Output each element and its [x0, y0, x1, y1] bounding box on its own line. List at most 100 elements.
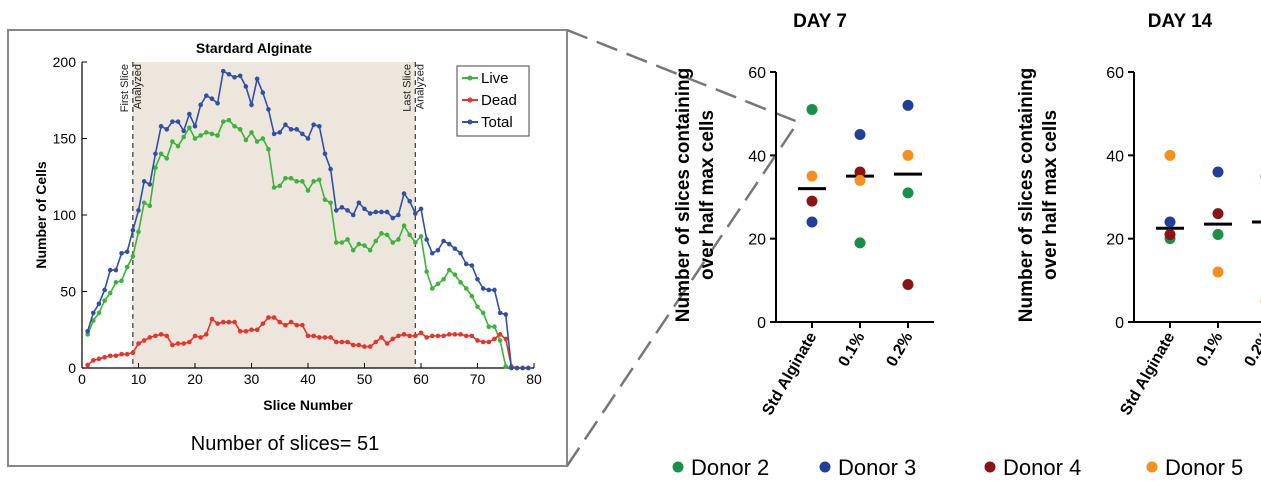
data-point-donor4	[806, 195, 818, 207]
day14-chart: DAY 14 0 20 40 60 Std Alginate 0.1% 0.2% Number…	[1016, 11, 1261, 418]
data-point-live	[475, 304, 480, 310]
data-point-total	[232, 75, 237, 80]
data-point-total	[452, 246, 458, 251]
x-tick-label: 0.2%	[1242, 330, 1261, 370]
legend-marker	[467, 119, 473, 125]
data-point-total	[220, 68, 226, 74]
data-point-donor4	[1212, 208, 1224, 220]
data-point-total	[379, 209, 384, 215]
data-point-live	[322, 197, 328, 202]
data-point-total	[520, 365, 525, 371]
data-point-live	[170, 139, 175, 144]
data-point-dead	[209, 316, 215, 322]
data-point-dead	[243, 328, 249, 334]
data-point-total	[283, 122, 288, 128]
x-tick-label: Std Alginate	[1117, 329, 1178, 418]
x-tick-label: 30	[244, 371, 260, 387]
data-point-total	[401, 191, 407, 196]
data-point-dead	[113, 353, 119, 359]
legend-donor5-label: Donor 5	[1165, 455, 1243, 480]
data-point-live	[362, 243, 367, 248]
data-point-live	[175, 143, 181, 149]
y-tick-label: 20	[1106, 232, 1124, 249]
data-point-live	[204, 130, 209, 135]
data-point-dead	[384, 341, 390, 346]
data-point-total	[373, 209, 379, 215]
x-tick-label: 20	[187, 371, 203, 387]
data-point-donor2	[902, 187, 914, 199]
data-point-live	[136, 229, 141, 235]
data-point-dead	[85, 362, 90, 368]
x-tick-label: 0.2%	[884, 330, 917, 370]
data-point-live	[107, 290, 113, 296]
x-tick-label: Std Alginate	[759, 329, 820, 418]
data-point-total	[390, 215, 396, 221]
data-point-live	[396, 237, 401, 242]
data-point-dead	[187, 339, 192, 345]
legend-donor4-marker	[984, 461, 996, 473]
data-point-live	[283, 175, 288, 181]
data-point-donor4	[902, 279, 914, 290]
y-tick-label: 40	[1106, 148, 1124, 165]
data-point-donor4	[854, 166, 866, 178]
y-axis-label: over half max cells	[1040, 110, 1061, 280]
data-point-live	[356, 241, 362, 247]
data-point-total	[215, 101, 220, 106]
y-tick-label: 150	[53, 131, 77, 147]
data-point-dead	[232, 319, 237, 325]
data-point-dead	[339, 339, 345, 345]
data-point-live	[271, 185, 277, 190]
day7-chart: DAY 7 0 20 40 60 Std Alginate 0.1% 0.2% Number …	[673, 11, 934, 418]
data-point-total	[96, 301, 102, 307]
data-point-live	[503, 364, 509, 369]
data-point-dead	[430, 333, 435, 339]
data-point-live	[407, 232, 413, 238]
data-point-donor5	[1212, 266, 1224, 278]
data-point-total	[486, 287, 492, 293]
data-point-live	[192, 136, 198, 141]
data-point-dead	[198, 335, 203, 340]
x-tick-label: 80	[526, 371, 542, 387]
data-point-total	[367, 211, 373, 216]
data-point-dead	[345, 339, 350, 345]
data-point-live	[435, 281, 441, 287]
data-point-live	[187, 125, 192, 131]
data-point-dead	[136, 341, 141, 346]
data-point-donor3	[902, 99, 914, 111]
data-point-total	[345, 208, 350, 213]
legend-donor5-marker	[1146, 461, 1158, 473]
data-point-dead	[407, 333, 413, 339]
data-point-dead	[288, 319, 294, 325]
data-point-live	[294, 179, 300, 184]
donor-legend: Donor 2 Donor 3 Donor 4 Donor 5	[672, 455, 1243, 480]
analyzed-region	[132, 62, 416, 368]
data-point-live	[339, 240, 345, 245]
legend-donor3-marker	[819, 461, 831, 473]
y-tick-label: 0	[757, 315, 766, 332]
data-point-live	[288, 175, 294, 181]
data-point-live	[497, 338, 503, 343]
data-point-dead	[226, 319, 232, 325]
data-point-live	[492, 324, 497, 329]
data-point-dead	[322, 335, 328, 340]
data-point-total	[384, 209, 390, 215]
legend-label: Total	[481, 114, 513, 131]
data-point-live	[209, 131, 215, 137]
data-point-dead	[130, 350, 136, 356]
data-point-dead	[175, 341, 181, 346]
data-point-donor5	[806, 170, 818, 182]
y-axis-label: Number of slices containing	[673, 68, 694, 322]
x-tick-label: 10	[131, 371, 147, 387]
data-point-total	[141, 179, 147, 184]
data-point-dead	[497, 332, 503, 337]
slice-marker-label: First Slice	[119, 64, 131, 112]
data-point-total	[441, 238, 446, 244]
data-point-live	[266, 146, 271, 152]
data-point-total	[328, 166, 333, 172]
slice-marker-label: Last Slice	[401, 64, 413, 112]
data-point-dead	[396, 333, 401, 339]
line-chart-y-label: Number of Cells	[33, 161, 49, 269]
data-point-donor5	[1164, 149, 1176, 161]
data-point-total	[413, 211, 418, 216]
data-point-dead	[463, 333, 469, 339]
